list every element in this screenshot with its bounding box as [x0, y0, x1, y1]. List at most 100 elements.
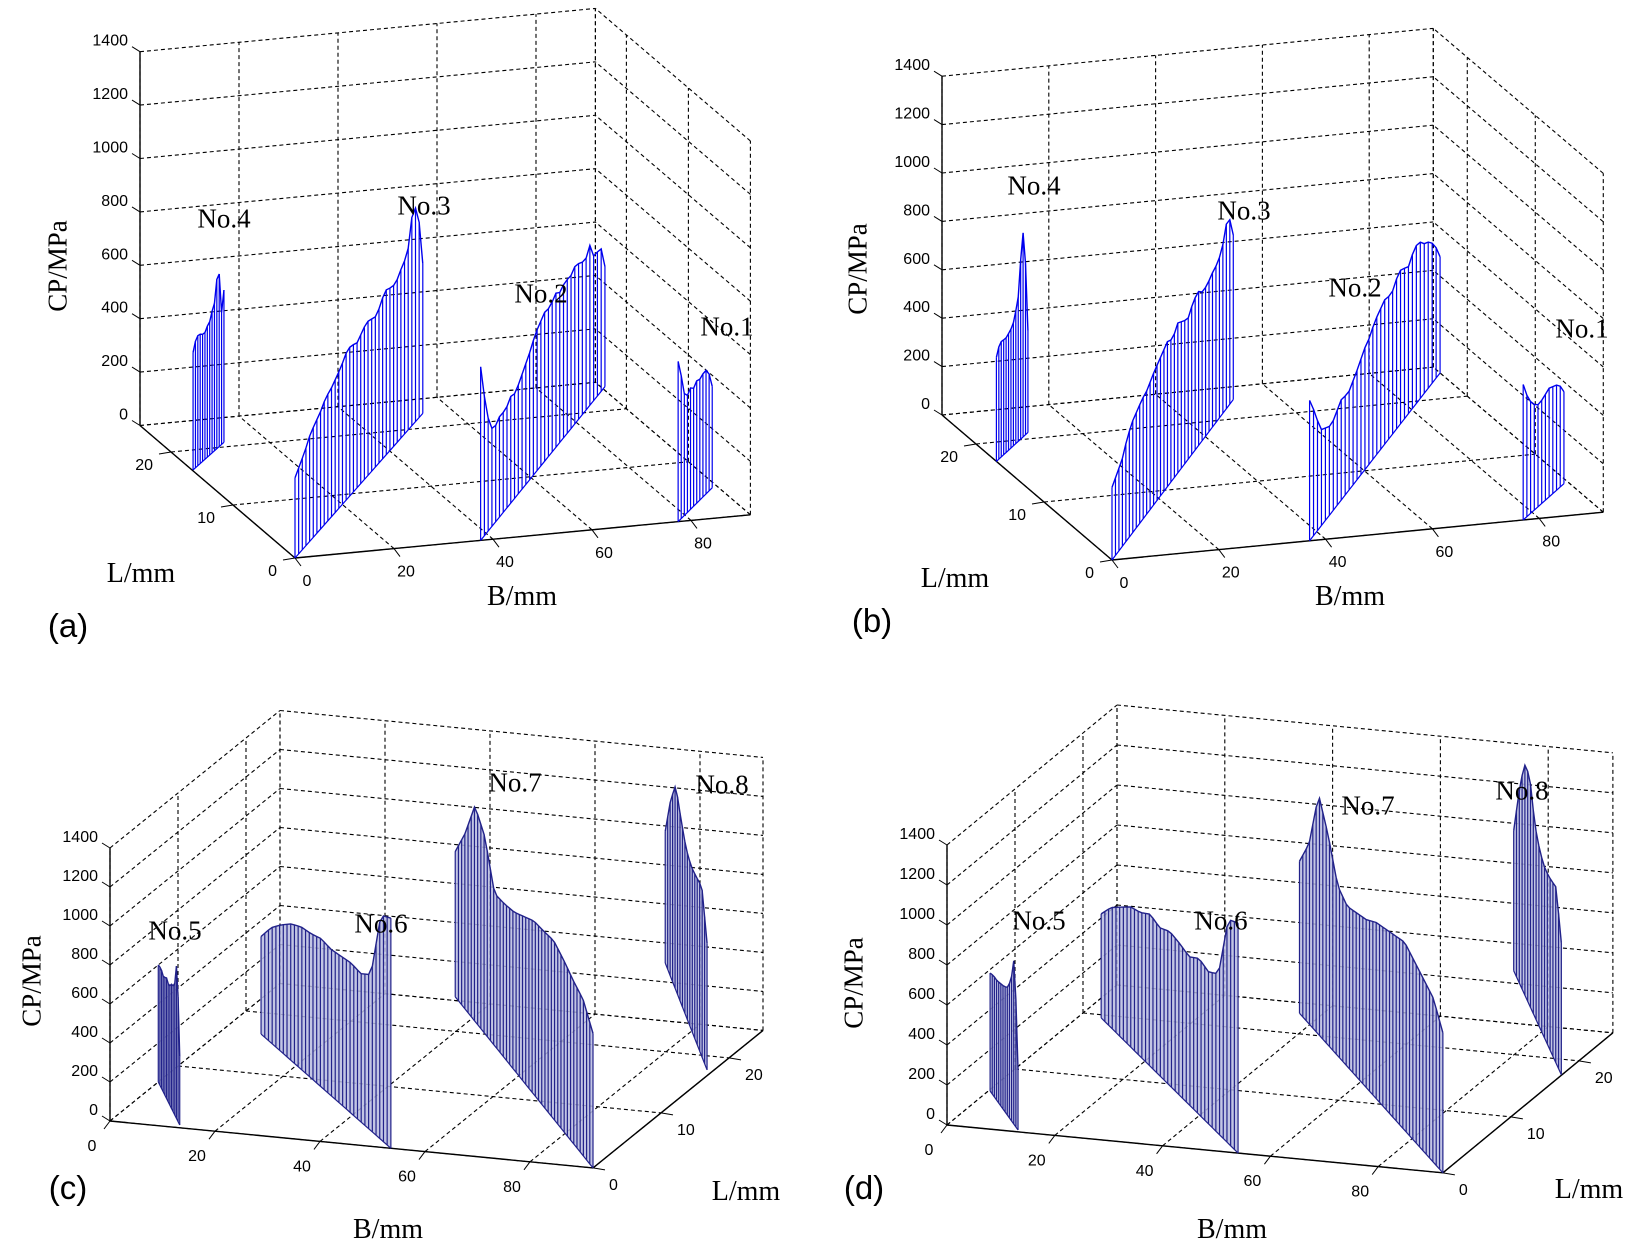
- grid-line-backwall-z: [279, 787, 764, 836]
- stem-base-line: [1309, 372, 1441, 542]
- grid-line-floor-l: [1116, 984, 1613, 1034]
- b-tick-label: 60: [595, 545, 613, 562]
- l-tick-mark: [592, 1167, 606, 1171]
- l-tick-label: 20: [940, 449, 958, 466]
- stem-base-line: [192, 441, 225, 471]
- grid-line-sidewall-z: [1432, 221, 1604, 368]
- stem-base-line: [989, 1090, 1019, 1131]
- z-tick-mark: [131, 206, 141, 213]
- z-tick-label: 1400: [894, 57, 930, 74]
- b-tick-mark: [1048, 1135, 1056, 1144]
- b-tick-mark: [1156, 1145, 1163, 1155]
- panel-a-xlabel: B/mm: [486, 581, 558, 612]
- grid-line-backwall-z: [139, 274, 596, 320]
- panel-b-xlabel: B/mm: [1314, 581, 1386, 612]
- z-tick-label: 600: [71, 985, 98, 1002]
- z-tick-mark: [131, 46, 141, 53]
- z-tick-mark: [938, 879, 948, 886]
- grid-line-backwall-z: [941, 221, 1434, 271]
- series-no2: [479, 243, 606, 541]
- grid-line-floor-b: [535, 387, 692, 521]
- grid-line-sidewall-z: [946, 744, 1118, 886]
- z-tick-mark: [131, 420, 141, 426]
- z-tick-mark: [933, 215, 943, 222]
- series-no3: [1111, 218, 1234, 561]
- z-tick-label: 200: [908, 1066, 935, 1083]
- series-no1: [677, 361, 713, 523]
- l-tick-mark: [1510, 1116, 1523, 1120]
- panel-c-xlabel: B/mm: [352, 1214, 424, 1245]
- stem-fill-area: [665, 786, 708, 1070]
- grid-line-backwall-z: [139, 7, 596, 53]
- b-tick-label: 0: [1120, 575, 1129, 592]
- panel-b-label-no1: No.1: [1555, 313, 1609, 344]
- panel-c-letter: (c): [48, 1169, 88, 1206]
- z-tick-mark: [938, 1039, 948, 1046]
- stem-base-line: [1513, 970, 1562, 1076]
- grid-line-sidewall-z: [109, 827, 281, 966]
- l-tick-label: 10: [1527, 1126, 1545, 1143]
- grid-line-backwall-z: [1116, 704, 1613, 754]
- stem-fill-area: [1299, 798, 1443, 1173]
- b-tick-mark: [1218, 549, 1226, 558]
- z-tick-mark: [933, 312, 943, 319]
- b-tick-mark: [1538, 518, 1546, 527]
- panel-a-letter: (a): [47, 607, 89, 644]
- panel-b-label-no3: No.3: [1217, 195, 1271, 226]
- stem-fill-area: [1101, 906, 1239, 1154]
- l-tick-label: 20: [135, 457, 153, 474]
- series-no1: [1522, 384, 1565, 521]
- b-axis-line: [1111, 511, 1604, 561]
- z-tick-label: 400: [101, 300, 128, 317]
- stem-base-line: [677, 487, 713, 523]
- l-tick-mark: [1099, 559, 1113, 563]
- stem-top-line: [192, 273, 225, 353]
- l-tick-label: 0: [1459, 1182, 1468, 1199]
- stem-top-line: [1522, 384, 1565, 406]
- series-no5: [989, 960, 1019, 1131]
- stem-top-line: [677, 361, 713, 397]
- panel-c-label-no5: No.5: [148, 915, 202, 946]
- grid-line-floor-b: [109, 983, 281, 1122]
- panel-d-letter: (d): [843, 1169, 885, 1206]
- grid-line-backwall-z: [279, 709, 764, 758]
- l-tick-label: 0: [1085, 565, 1094, 582]
- z-tick-mark: [938, 919, 948, 926]
- grid-line-backwall-z: [139, 221, 596, 266]
- b-tick-label: 60: [1436, 544, 1454, 561]
- grid-line-backwall-z: [279, 943, 764, 992]
- b-tick-label: 40: [1136, 1163, 1154, 1180]
- z-tick-label: 1000: [92, 140, 128, 157]
- grid-line-backwall-z: [941, 173, 1434, 222]
- panel-a-label-no1: No.1: [700, 311, 754, 342]
- z-tick-mark: [101, 920, 111, 927]
- grid-line-sidewall-z: [595, 8, 751, 142]
- b-tick-mark: [1264, 1155, 1271, 1165]
- z-tick-mark: [938, 839, 948, 846]
- grid-line-floor-b: [1368, 372, 1540, 519]
- z-tick-mark: [101, 1115, 111, 1122]
- z-tick-label: 200: [101, 353, 128, 370]
- grid-line-backwall-z: [279, 748, 764, 797]
- grid-line-floor-l: [177, 1065, 662, 1114]
- panel-c-ylabel: L/mm: [711, 1176, 781, 1207]
- stem-base-line: [157, 1081, 181, 1126]
- z-tick-label: 1400: [92, 33, 128, 50]
- b-tick-label: 40: [1329, 554, 1347, 571]
- series-no6: [260, 915, 392, 1149]
- grid-line-sidewall-z: [109, 944, 281, 1083]
- grid-line-floor-b: [595, 381, 751, 516]
- l-tick-label: 10: [1008, 507, 1026, 524]
- b-tick-mark: [1111, 559, 1119, 569]
- grid-line-sidewall-z: [595, 221, 751, 355]
- stem-base-line: [294, 412, 424, 559]
- z-tick-mark: [101, 959, 111, 966]
- panel-d-label-no5: No.5: [1012, 905, 1066, 936]
- b-tick-label: 60: [1244, 1173, 1262, 1190]
- grid-line-sidewall-z: [1432, 269, 1604, 416]
- stem-fill-area: [455, 807, 593, 1168]
- grid-line-floor-b: [529, 1023, 701, 1163]
- series-no7: [1298, 795, 1444, 1174]
